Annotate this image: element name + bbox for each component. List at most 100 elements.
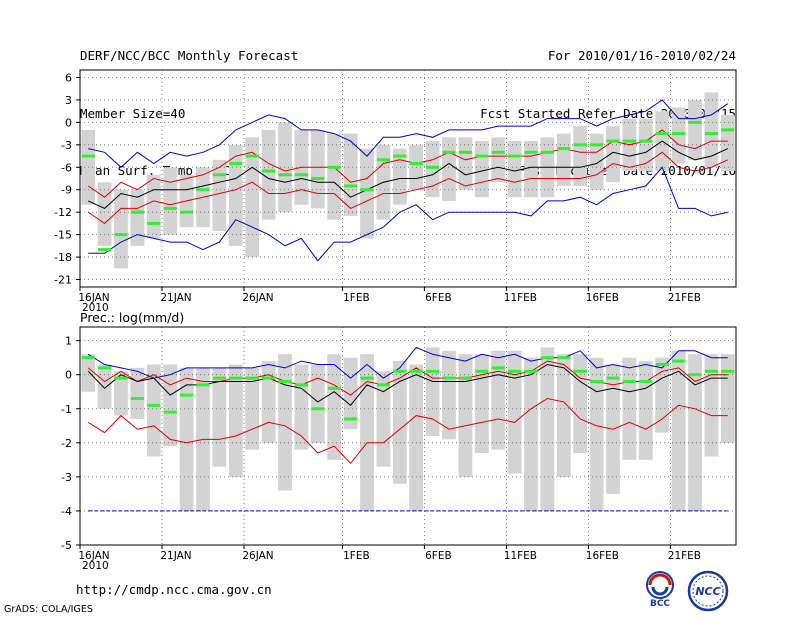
temp-observed-18: [376, 158, 390, 162]
temp-ytick-label-8: -18: [54, 251, 72, 264]
temp-box-5: [163, 167, 178, 235]
prec-observed-29: [557, 356, 571, 360]
prec-box-27: [524, 357, 538, 511]
temp-ytick-label-0: 6: [65, 71, 72, 84]
prec-box-31: [589, 357, 604, 511]
temp-box-38: [704, 92, 719, 168]
temp-observed-32: [606, 139, 620, 143]
temp-observed-1: [98, 248, 112, 252]
temp-box-31: [589, 133, 604, 190]
prec-box-20: [409, 364, 424, 511]
prec-box-15: [327, 354, 342, 460]
prec-observed-36: [672, 359, 686, 363]
temp-observed-5: [163, 206, 177, 210]
temp-box-24: [474, 141, 489, 198]
temp-box-2: [114, 189, 128, 269]
prec-observed-27: [524, 369, 538, 373]
temp-observed-16: [344, 184, 358, 188]
temp-box-19: [392, 148, 407, 205]
prec-box-1: [97, 364, 112, 409]
temp-observed-20: [409, 162, 423, 166]
temp-box-36: [671, 107, 686, 164]
grads-credit: GrADS: COLA/IGES: [4, 604, 93, 615]
prec-xtick-label-1: 21JAN: [160, 550, 191, 562]
prec-observed-14: [311, 407, 325, 411]
prec-observed-11: [262, 376, 276, 380]
bcc-logo: BCC: [646, 571, 674, 608]
prec-box-6: [179, 367, 194, 511]
member-size: Member Size=40: [80, 105, 186, 121]
prec-box-33: [622, 357, 637, 460]
prec-ytick-label-4: -3: [61, 471, 72, 484]
temp-box-29: [556, 133, 571, 186]
temp-xtick-label-4: 6FEB: [425, 292, 452, 304]
prec-observed-32: [606, 376, 620, 380]
prec-observed-7: [196, 383, 210, 387]
prec-xtick-label-6: 16FEB: [586, 550, 619, 562]
temp-observed-38: [704, 132, 718, 136]
prec-box-28: [540, 347, 555, 511]
temp-xtick-label-0: 16JAN: [78, 292, 109, 304]
prec-box-39: [720, 354, 735, 443]
prec-box-35: [655, 357, 670, 433]
temp-line-mean: [87, 140, 729, 209]
prec-box-2: [114, 371, 128, 416]
temp-xtick-label-3: 1FEB: [343, 292, 370, 304]
prec-box-25: [491, 350, 506, 450]
temp-observed-35: [655, 132, 669, 136]
temp-box-22: [442, 137, 456, 201]
prec-box-36: [671, 350, 686, 511]
temp-box-39: [720, 114, 735, 172]
temp-box-32: [606, 126, 620, 183]
prec-observed-0: [81, 356, 95, 360]
prec-observed-34: [639, 380, 653, 383]
temp-ytick-label-4: -6: [61, 161, 72, 174]
temp-observed-21: [426, 165, 440, 169]
temp-ytick-label-1: 3: [65, 94, 72, 107]
prec-observed-26: [508, 369, 522, 373]
prec-observed-38: [704, 369, 718, 373]
prec-box-34: [638, 361, 653, 460]
temp-observed-39: [721, 128, 735, 132]
prec-ytick-label-6: -5: [61, 539, 72, 552]
prec-observed-9: [229, 376, 243, 380]
prec-ytick-label-3: -2: [61, 437, 72, 450]
prec-line-upper: [87, 360, 728, 396]
prec-ytick-label-5: -4: [61, 505, 72, 518]
prec-box-5: [163, 364, 178, 447]
temp-year-label: 2010: [82, 302, 109, 314]
temp-observed-13: [294, 173, 308, 177]
temp-observed-22: [442, 150, 456, 154]
temp-observed-33: [622, 139, 636, 143]
temp-ytick-label-9: -21: [54, 274, 72, 287]
prec-observed-31: [590, 380, 604, 383]
prec-observed-4: [147, 403, 161, 407]
temp-ytick-label-3: -3: [61, 139, 72, 152]
temp-box-34: [638, 118, 653, 172]
prec-observed-12: [278, 380, 292, 383]
temp-line-lower: [87, 151, 729, 225]
prec-line-lower: [87, 397, 728, 465]
prec-box-21: [425, 347, 440, 436]
prec-line-mean: [87, 363, 728, 407]
temp-observed-6: [180, 210, 194, 214]
prec-box-11: [261, 361, 276, 443]
temp-observed-27: [524, 150, 538, 154]
prec-year-label: 2010: [82, 560, 109, 572]
prec-observed-2: [114, 376, 128, 380]
prec-box-37: [688, 354, 702, 511]
ncc-logo-text: NCC: [695, 585, 720, 598]
prec-observed-20: [409, 369, 423, 373]
temp-box-1: [97, 182, 112, 246]
temp-box-11: [261, 129, 276, 220]
temp-ytick-label-7: -15: [54, 229, 72, 242]
temp-observed-34: [639, 139, 653, 143]
source-url[interactable]: http://cmdp.ncc.cma.gov.cn: [76, 582, 272, 597]
prec-observed-30: [573, 369, 587, 373]
temp-observed-24: [475, 154, 489, 158]
temp-box-27: [524, 141, 538, 198]
temp-observed-3: [130, 210, 144, 214]
prec-observed-16: [344, 417, 358, 421]
prec-box-19: [392, 361, 407, 484]
prec-observed-18: [376, 383, 390, 387]
